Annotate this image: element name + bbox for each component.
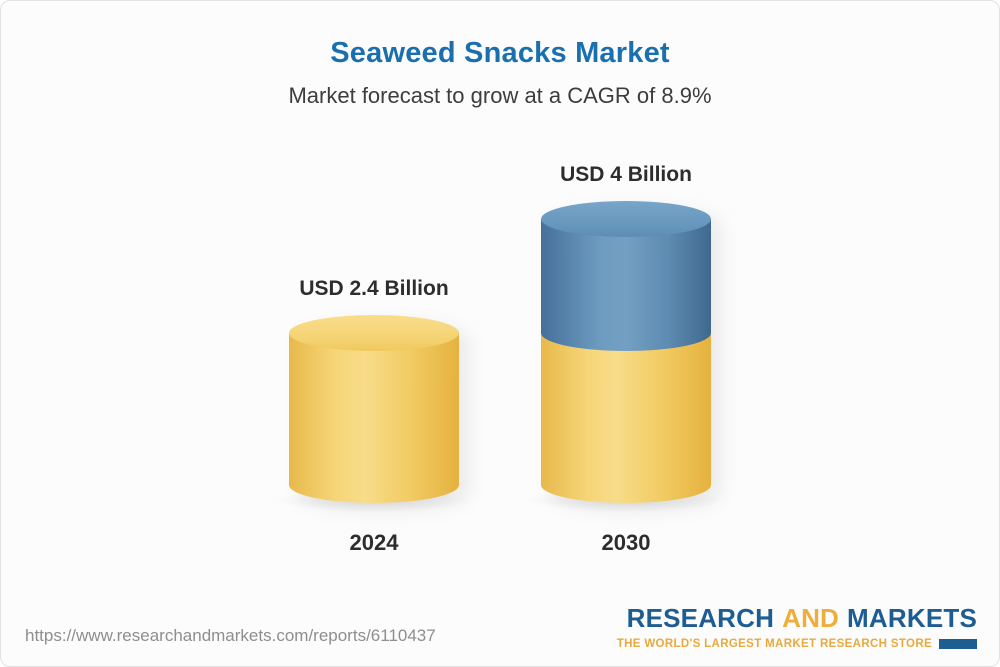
tagline-accent-bar <box>939 639 977 649</box>
cylinder-2024 <box>273 315 475 513</box>
x-axis-label-2024: 2024 <box>349 530 399 555</box>
chart-subtitle: Market forecast to grow at a CAGR of 8.9… <box>288 83 712 108</box>
x-axis-label-2030: 2030 <box>601 530 651 555</box>
research-and-markets-logo: RESEARCH AND MARKETS THE WORLD'S LARGEST… <box>617 603 977 650</box>
chart-header: Seaweed Snacks Market Market forecast to… <box>1 1 999 109</box>
segment-junction-2030 <box>541 315 711 351</box>
chart-area: USD 2.4 Billion 2024 USD 4 Billion 2030 <box>1 163 999 556</box>
cylinder-2030 <box>525 201 727 513</box>
bar-value-label-2030: USD 4 Billion <box>560 163 692 186</box>
logo-word-and: AND <box>782 603 840 633</box>
logo-tagline-row: THE WORLD'S LARGEST MARKET RESEARCH STOR… <box>617 638 977 650</box>
bar-segment-2030-base <box>541 333 711 503</box>
cylinder-top-2030 <box>541 201 711 237</box>
logo-word-markets: MARKETS <box>847 603 977 633</box>
logo-tagline: THE WORLD'S LARGEST MARKET RESEARCH STOR… <box>616 638 932 650</box>
bar-value-label-2024: USD 2.4 Billion <box>299 277 449 300</box>
bar-segment-2024-base <box>289 315 459 503</box>
chart-title: Seaweed Snacks Market <box>330 37 670 69</box>
bar-2024: USD 2.4 Billion 2024 <box>273 277 475 556</box>
bar-segment-2030-growth <box>541 201 711 351</box>
footer: https://www.researchandmarkets.com/repor… <box>25 603 977 650</box>
cylinder-top-2024 <box>289 315 459 351</box>
bar-2030: USD 4 Billion 2030 <box>525 163 727 556</box>
source-url-link[interactable]: https://www.researchandmarkets.com/repor… <box>25 626 436 645</box>
logo-wordmark: RESEARCH AND MARKETS <box>617 603 977 634</box>
logo-word-research: RESEARCH <box>626 603 775 633</box>
